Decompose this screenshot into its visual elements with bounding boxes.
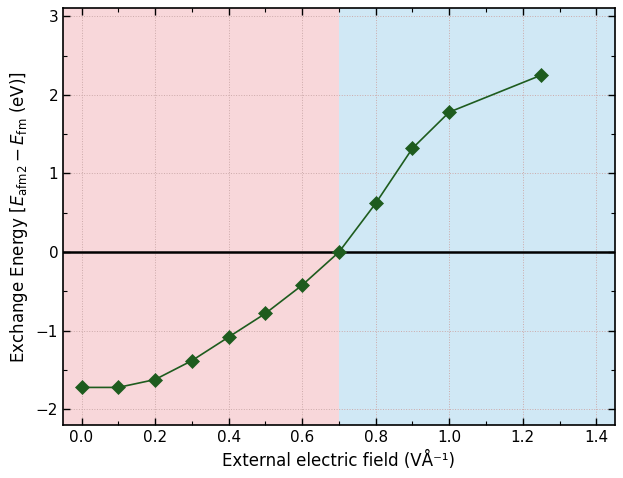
- Y-axis label: Exchange Energy [$E_{\mathrm{afm2}}-E_{\mathrm{fm}}$ (eV)]: Exchange Energy [$E_{\mathrm{afm2}}-E_{\…: [8, 71, 31, 363]
- Bar: [63, 8, 339, 425]
- Bar: [339, 8, 615, 425]
- X-axis label: External electric field (VÅ⁻¹): External electric field (VÅ⁻¹): [222, 451, 455, 470]
